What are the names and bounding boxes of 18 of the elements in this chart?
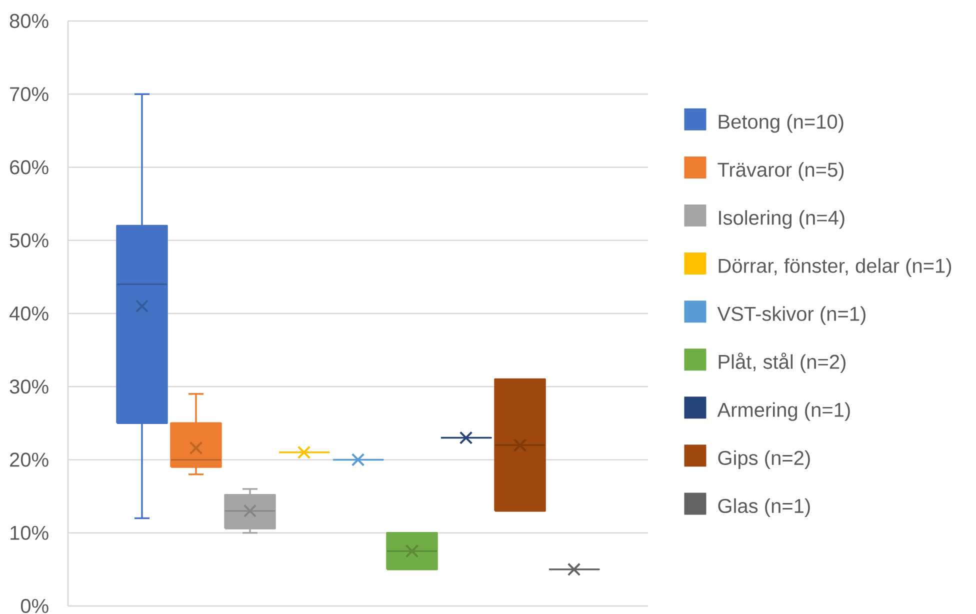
y-tick-label: 50% [10,233,48,248]
y-tick-label: 30% [10,380,48,394]
legend-label: Dörrar, fönster, delar (n=1) [718,258,952,277]
y-tick-label: 70% [10,87,48,102]
legend-label: Isolering (n=4) [719,210,844,229]
y-tick-label: 40% [10,306,48,321]
y-tick-label: 20% [10,452,48,467]
legend-label: Trävaror (n=5) [718,162,844,181]
legend-label: Armering (n=1) [717,402,850,421]
legend-label: Plåt, stål (n=2) [718,352,846,373]
legend-label: Gips (n=2) [718,450,810,469]
y-tick-label: 0% [20,598,48,614]
legend-label: Betong (n=10) [718,114,844,133]
legend-label: VST-skivor (n=1) [717,306,866,325]
legend-label: Glas (n=1) [718,498,810,517]
y-tick-label: 10% [10,526,48,540]
y-tick-label: 80% [10,14,48,28]
y-tick-label: 60% [10,160,48,174]
